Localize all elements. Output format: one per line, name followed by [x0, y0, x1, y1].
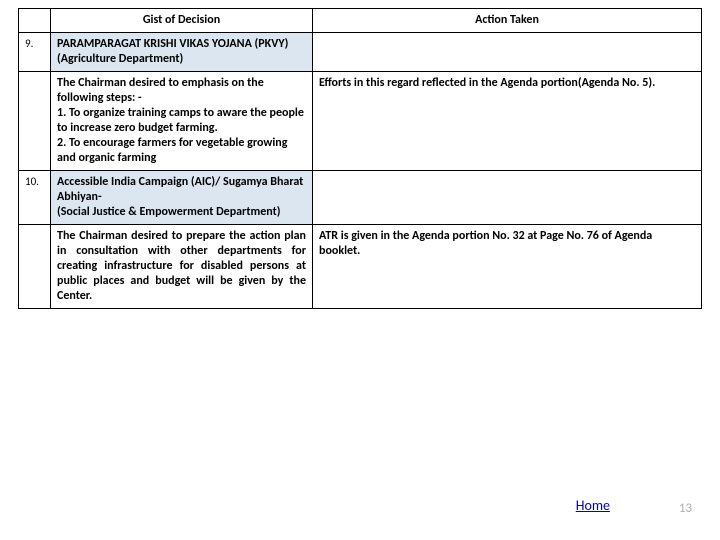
page-container: Gist of Decision Action Taken 9.PARAMPAR…	[0, 0, 720, 309]
page-number: 13	[679, 501, 692, 516]
gist-cell: The Chairman desired to emphasis on the …	[51, 72, 313, 171]
gist-cell: The Chairman desired to prepare the acti…	[51, 225, 313, 309]
action-cell	[313, 33, 702, 72]
table-body: 9.PARAMPARAGAT KRISHI VIKAS YOJANA (PKVY…	[19, 33, 702, 309]
decision-table: Gist of Decision Action Taken 9.PARAMPAR…	[18, 8, 702, 309]
table-row: The Chairman desired to prepare the acti…	[19, 225, 702, 309]
action-cell	[313, 171, 702, 225]
table-row: 10.Accessible India Campaign (AIC)/ Suga…	[19, 171, 702, 225]
row-number	[19, 225, 51, 309]
row-number	[19, 72, 51, 171]
action-cell: Efforts in this regard reflected in the …	[313, 72, 702, 171]
row-number: 10.	[19, 171, 51, 225]
header-action: Action Taken	[313, 9, 702, 33]
table-row: 9.PARAMPARAGAT KRISHI VIKAS YOJANA (PKVY…	[19, 33, 702, 72]
table-row: The Chairman desired to emphasis on the …	[19, 72, 702, 171]
header-blank	[19, 9, 51, 33]
action-cell: ATR is given in the Agenda portion No. 3…	[313, 225, 702, 309]
header-gist: Gist of Decision	[51, 9, 313, 33]
gist-cell: PARAMPARAGAT KRISHI VIKAS YOJANA (PKVY) …	[51, 33, 313, 72]
home-link[interactable]: Home	[576, 497, 610, 514]
gist-cell: Accessible India Campaign (AIC)/ Sugamya…	[51, 171, 313, 225]
row-number: 9.	[19, 33, 51, 72]
